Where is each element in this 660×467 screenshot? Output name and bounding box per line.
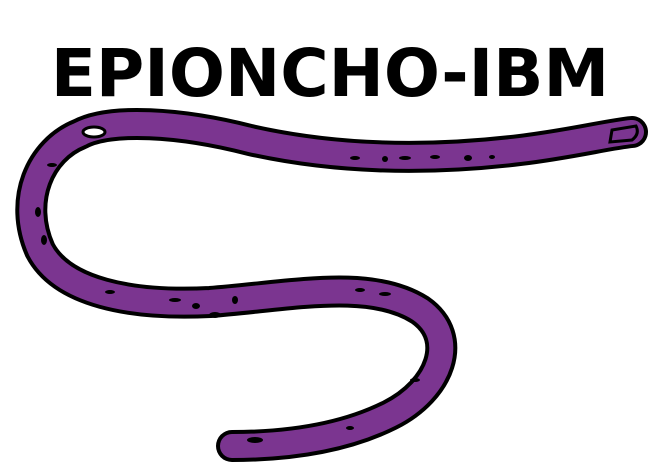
worm-tail-tip <box>608 124 639 144</box>
logo-title: EPIONCHO-IBM <box>50 35 610 112</box>
worm-texture-marks <box>35 155 495 443</box>
worm-body <box>19 111 644 458</box>
worm-head-highlight <box>81 125 107 139</box>
